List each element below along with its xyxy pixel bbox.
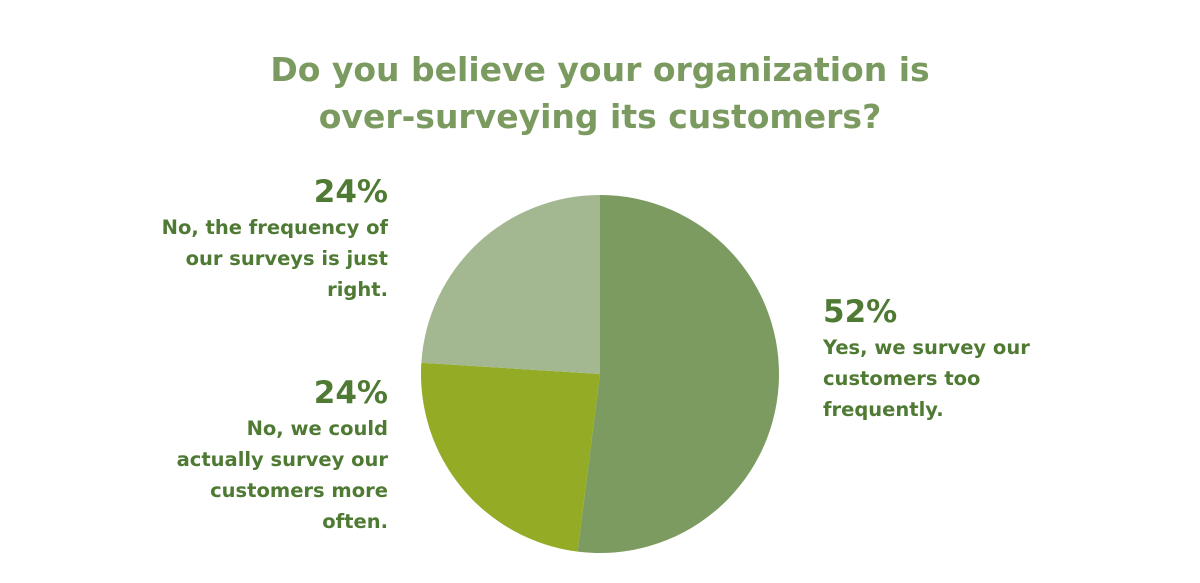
pie-slice-survey-more-often xyxy=(420,362,600,552)
slice-value-label: 24% xyxy=(313,375,388,411)
slice-desc-line: customers more xyxy=(210,479,388,502)
slice-desc-line: customers too xyxy=(823,367,981,390)
slice-desc-line: right. xyxy=(327,278,388,301)
slice-label-survey-more-often: 24% No, we could actually survey our cus… xyxy=(100,373,388,537)
slice-desc-line: No, we could xyxy=(246,417,388,440)
slice-label-yes-too-frequently: 52% Yes, we survey our customers too fre… xyxy=(823,292,1083,425)
slice-desc-line: Yes, we survey our xyxy=(823,336,1030,359)
slice-desc-line: actually survey our xyxy=(176,448,388,471)
slice-desc-line: frequently. xyxy=(823,398,944,421)
pie-slice-yes-too-frequently xyxy=(577,195,779,553)
pie-slices xyxy=(420,195,779,553)
slice-desc-line: often. xyxy=(322,510,388,533)
slice-value-label: 24% xyxy=(313,174,388,210)
chart-title-line-2: over-surveying its customers? xyxy=(318,97,882,136)
chart-title-line-1: Do you believe your organization is xyxy=(270,50,930,89)
slice-value-label: 52% xyxy=(823,294,898,330)
pie-slice-just-right xyxy=(421,195,600,374)
chart-title: Do you believe your organization is over… xyxy=(0,46,1200,140)
slice-label-just-right: 24% No, the frequency of our surveys is … xyxy=(100,172,388,305)
slice-desc-line: our surveys is just xyxy=(185,247,388,270)
slice-desc-line: No, the frequency of xyxy=(161,216,388,239)
